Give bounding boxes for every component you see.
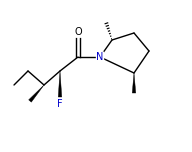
Text: F: F bbox=[57, 99, 63, 109]
Text: N: N bbox=[96, 52, 104, 62]
Polygon shape bbox=[132, 73, 136, 93]
Polygon shape bbox=[29, 85, 44, 102]
Text: O: O bbox=[74, 27, 82, 37]
Text: N: N bbox=[96, 52, 104, 62]
Polygon shape bbox=[58, 71, 62, 97]
Text: O: O bbox=[74, 27, 82, 37]
Text: F: F bbox=[57, 99, 63, 109]
